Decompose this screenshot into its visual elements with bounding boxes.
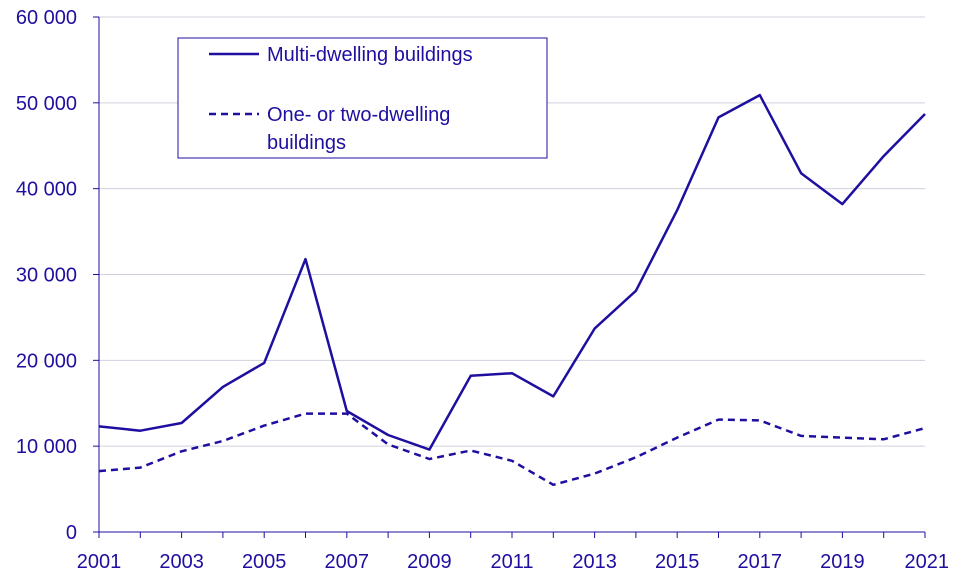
y-tick-label: 40 000 xyxy=(16,179,77,201)
x-tick-label: 2005 xyxy=(242,551,287,573)
y-tick-label: 30 000 xyxy=(16,265,77,287)
legend-box xyxy=(177,37,548,159)
series-group xyxy=(98,93,926,487)
y-tick-label: 0 xyxy=(66,522,77,544)
x-tick-label: 2013 xyxy=(572,551,617,573)
legend: Multi-dwelling buildings One- or two-dwe… xyxy=(177,37,548,159)
y-tick-label: 60 000 xyxy=(16,7,77,29)
x-tick-label: 2001 xyxy=(77,551,122,573)
x-tick-label: 2007 xyxy=(325,551,370,573)
x-tick-label: 2009 xyxy=(407,551,452,573)
x-tick-label: 2015 xyxy=(655,551,700,573)
x-tick-label: 2017 xyxy=(738,551,783,573)
y-tick-label: 10 000 xyxy=(16,436,77,458)
x-tick-label: 2003 xyxy=(159,551,204,573)
series-line-multi-dwelling xyxy=(98,93,926,451)
x-axis: 2001 2003 2005 2007 2009 2011 2013 2015 2017 2019… xyxy=(77,531,950,573)
legend-label-one-two-dwelling-line2: buildings xyxy=(267,132,346,154)
y-tick-label: 20 000 xyxy=(16,350,77,372)
y-axis: 0 10 000 20 000 30 000 40 000 50 000 60 000 xyxy=(16,7,100,544)
x-tick-label: 2011 xyxy=(490,551,533,573)
y-tick-label: 50 000 xyxy=(16,93,77,115)
legend-label-multi-dwelling: Multi-dwelling buildings xyxy=(267,44,473,66)
legend-label-one-two-dwelling-line1: One- or two-dwelling xyxy=(267,104,450,126)
x-tick-label: 2021 xyxy=(905,551,950,573)
x-tick-label: 2019 xyxy=(820,551,865,573)
series-line-one-two-dwelling xyxy=(98,412,926,487)
